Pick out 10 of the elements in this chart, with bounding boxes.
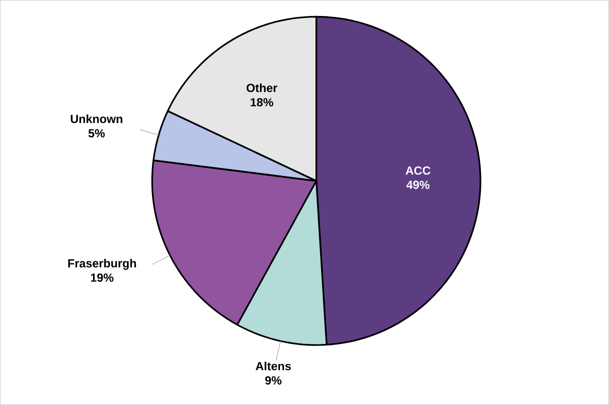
data-label: 18% xyxy=(250,98,274,106)
data-label: 9% xyxy=(265,376,282,385)
slice-label: Altens xyxy=(256,362,291,370)
slice-label: Unknown xyxy=(70,114,122,124)
data-label: 49% xyxy=(406,180,430,190)
data-label: 5% xyxy=(88,129,105,138)
data-label: 19% xyxy=(91,274,114,282)
slice-label: Fraserburgh xyxy=(68,258,136,270)
slice-label: ACC xyxy=(406,166,430,175)
slice-label: Other xyxy=(246,84,278,92)
